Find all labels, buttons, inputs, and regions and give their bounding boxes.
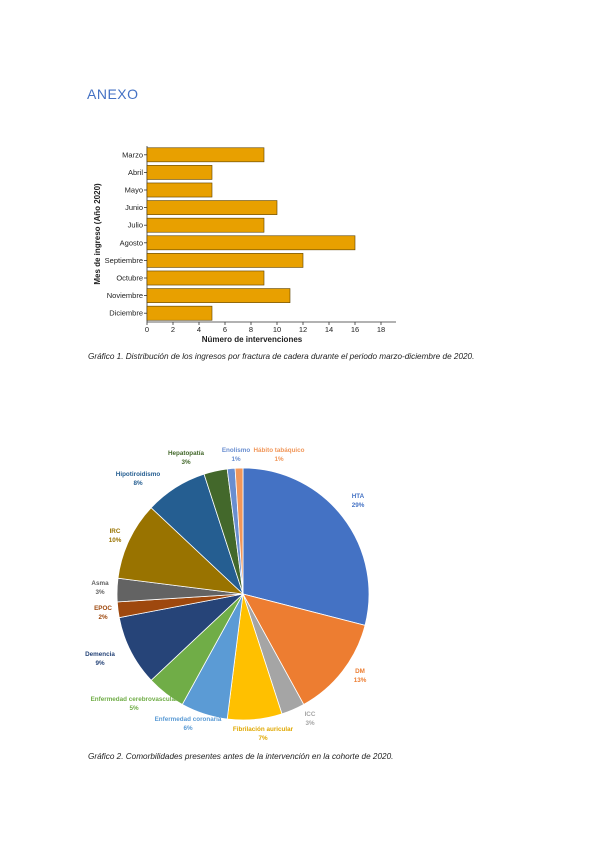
bar: [146, 305, 213, 321]
caption: Gráfico 2. Comorbilidades presentes ante…: [88, 752, 394, 761]
slice-label: Enolismo: [222, 447, 250, 454]
slice-label: Demencia: [85, 651, 115, 658]
slice-label: Hipotiroidismo: [116, 471, 161, 478]
bar: [146, 253, 304, 268]
slice-value-label: 7%: [258, 735, 268, 742]
x-tick-label: 4: [197, 325, 201, 334]
pie-slice: [242, 467, 370, 626]
slice-value-label: 9%: [95, 660, 105, 667]
y-tick-label: Octubre: [116, 274, 143, 283]
heading: ANEXO: [87, 86, 139, 102]
slice-label: IRC: [110, 528, 121, 535]
pie-slice: [242, 593, 366, 705]
slice-value-label: 5%: [129, 705, 139, 712]
slice-value-label: 8%: [133, 480, 143, 487]
x-tick-label: 10: [273, 325, 281, 334]
bar: [146, 200, 278, 215]
caption: Gráfico 1. Distribución de los ingresos …: [88, 352, 475, 361]
slice-value-label: 10%: [109, 537, 122, 544]
y-tick-label: Diciembre: [109, 309, 143, 318]
y-tick-label: Septiembre: [105, 256, 143, 265]
slice-label: Asma: [91, 580, 109, 587]
pie-slice: [234, 467, 244, 595]
slice-value-label: 3%: [95, 589, 105, 596]
slice-value-label: 29%: [352, 502, 365, 509]
slice-label: Hábito tabáquico: [253, 447, 304, 454]
x-tick-label: 8: [249, 325, 253, 334]
slice-value-label: 3%: [305, 720, 315, 727]
bar: [146, 270, 265, 286]
slice-value-label: 13%: [354, 677, 367, 684]
slice-label: ICC: [305, 711, 316, 718]
slice-label: Enfermedad coronaria: [155, 716, 222, 723]
y-tick-label: Mayo: [125, 186, 143, 195]
bar: [146, 235, 356, 251]
bar: [146, 288, 291, 303]
slice-label: HTA: [352, 493, 365, 500]
slice-value-label: 3%: [181, 459, 191, 466]
slice-label: Enfermedad cerebrovascular: [91, 696, 178, 703]
bar: [146, 147, 265, 163]
x-axis-title: Número de intervenciones: [202, 335, 303, 344]
y-tick-label: Marzo: [122, 150, 143, 159]
bar: [146, 182, 213, 198]
y-tick-label: Agosto: [120, 238, 143, 247]
slice-value-label: 1%: [274, 456, 284, 463]
slice-label: EPOC: [94, 605, 112, 612]
slice-value-label: 6%: [183, 725, 193, 732]
x-tick-label: 0: [145, 325, 149, 334]
slice-value-label: 2%: [98, 614, 108, 621]
y-tick-label: Noviembre: [107, 291, 143, 300]
x-tick-label: 6: [223, 325, 227, 334]
y-tick-label: Abril: [128, 168, 143, 177]
pie-slice: [117, 507, 245, 595]
x-tick-label: 2: [171, 325, 175, 334]
slice-label: Fibrilación auricular: [233, 726, 294, 733]
y-axis-title: Mes de ingreso (Año 2020): [93, 183, 102, 285]
y-tick-label: Julio: [128, 221, 143, 230]
x-tick-label: 18: [377, 325, 385, 334]
x-tick-label: 16: [351, 325, 359, 334]
x-tick-label: 12: [299, 325, 307, 334]
bar: [146, 165, 213, 180]
slice-label: Hepatopatía: [168, 450, 205, 457]
slice-value-label: 1%: [231, 456, 241, 463]
x-tick-label: 14: [325, 325, 333, 334]
slice-label: DM: [355, 668, 365, 675]
bar: [146, 217, 265, 233]
y-tick-label: Junio: [125, 203, 143, 212]
